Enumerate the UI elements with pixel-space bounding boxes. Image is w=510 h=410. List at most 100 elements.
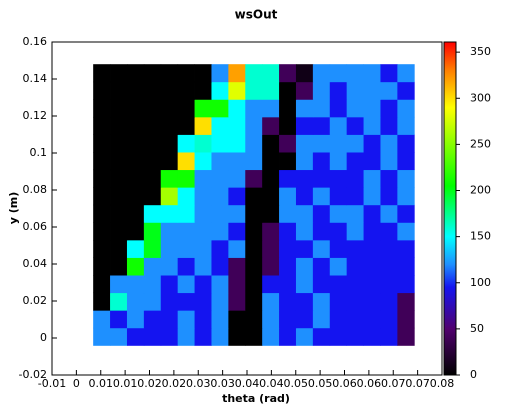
heatmap-cell (312, 204, 331, 223)
heatmap-cell (279, 187, 297, 206)
heatmap-cell (110, 187, 128, 206)
heatmap-cell (126, 116, 145, 135)
heatmap-cell (279, 222, 297, 241)
x-tick-label: 0.01 (89, 377, 114, 390)
colorbar-tick-label: 200 (470, 184, 491, 197)
heatmap-cell (93, 204, 111, 223)
heatmap-cell (160, 327, 179, 346)
heatmap-cell (397, 187, 415, 206)
heatmap-cell (93, 81, 111, 100)
heatmap-cell (262, 64, 280, 83)
heatmap-cell (126, 275, 145, 294)
heatmap-cell (245, 116, 263, 135)
heatmap-cell (346, 292, 364, 311)
heatmap-cell (329, 292, 348, 311)
heatmap-cell (93, 64, 111, 83)
heatmap-cell (110, 257, 128, 276)
heatmap-cell (143, 327, 162, 346)
heatmap-cell (194, 99, 212, 118)
heatmap-cell (245, 204, 263, 223)
heatmap-cell (177, 257, 195, 276)
heatmap-cell (397, 134, 415, 153)
heatmap-cell (312, 292, 331, 311)
heatmap-cell (126, 99, 145, 118)
heatmap-cell (295, 81, 314, 100)
heatmap-cell (228, 310, 246, 329)
heatmap-cell (228, 116, 246, 135)
heatmap-cell (177, 64, 195, 83)
heatmap-cell (211, 134, 229, 153)
heatmap-cell (295, 152, 314, 171)
heatmap-cell (126, 327, 145, 346)
colorbar-tick-label: 250 (470, 137, 491, 150)
heatmap-cell (295, 169, 314, 188)
heatmap-cell (245, 64, 263, 83)
heatmap-cell (211, 204, 229, 223)
y-tick-label: 0.16 (23, 35, 48, 48)
heatmap-cell (312, 134, 331, 153)
heatmap-cell (295, 134, 314, 153)
heatmap-cell (211, 116, 229, 135)
heatmap-cell (329, 204, 348, 223)
heatmap-cell (380, 116, 398, 135)
heatmap-cell (93, 275, 111, 294)
heatmap-cell (126, 187, 145, 206)
heatmap-cell (363, 64, 381, 83)
heatmap-cell (160, 64, 179, 83)
heatmap-cell (228, 204, 246, 223)
heatmap-cell (312, 187, 331, 206)
heatmap-cell (194, 327, 212, 346)
heatmap-cell (329, 222, 348, 241)
heatmap-cell (228, 239, 246, 258)
colorbar-tick-label: 0 (470, 368, 477, 381)
heatmap-cell (262, 134, 280, 153)
heatmap-cell (143, 292, 162, 311)
heatmap-cell (194, 257, 212, 276)
heatmap-cell (279, 64, 297, 83)
heatmap-cell (228, 134, 246, 153)
heatmap-cell (295, 204, 314, 223)
heatmap-cell (329, 152, 348, 171)
heatmap-cell (363, 134, 381, 153)
heatmap-cell (380, 64, 398, 83)
heatmap-cell (110, 222, 128, 241)
heatmap-cell (126, 81, 145, 100)
heatmap-cell (143, 204, 162, 223)
heatmap-cell (329, 81, 348, 100)
heatmap-cell (245, 257, 263, 276)
heatmap-cell (160, 81, 179, 100)
heatmap-cell (312, 275, 331, 294)
heatmap-cell (346, 187, 364, 206)
heatmap-cell (228, 99, 246, 118)
heatmap-cell (143, 134, 162, 153)
heatmap-cell (143, 222, 162, 241)
colorbar-tick-label: 300 (470, 91, 491, 104)
heatmap-cell (329, 99, 348, 118)
heatmap-cell (211, 64, 229, 83)
heatmap-cell (126, 292, 145, 311)
heatmap-cell (93, 310, 111, 329)
heatmap-cell (295, 275, 314, 294)
heatmap-cell (160, 169, 179, 188)
heatmap-cell (329, 187, 348, 206)
heatmap-cell (312, 257, 331, 276)
heatmap-cell (160, 116, 179, 135)
heatmap-cell (245, 327, 263, 346)
heatmap-cell (262, 169, 280, 188)
heatmap-cell (194, 239, 212, 258)
x-tick-label: 0.01 (113, 377, 138, 390)
heatmap-cell (211, 169, 229, 188)
heatmap-cell (346, 134, 364, 153)
heatmap-cell (126, 64, 145, 83)
heatmap-cell (194, 81, 212, 100)
heatmap-cell (346, 275, 364, 294)
heatmap-cell (93, 222, 111, 241)
heatmap-cell (93, 187, 111, 206)
heatmap-cell (177, 169, 195, 188)
heatmap-cell (380, 169, 398, 188)
heatmap-cell (363, 99, 381, 118)
heatmap-cell (397, 152, 415, 171)
heatmap-cell (295, 292, 314, 311)
heatmap-cell (363, 310, 381, 329)
heatmap-cell (245, 81, 263, 100)
